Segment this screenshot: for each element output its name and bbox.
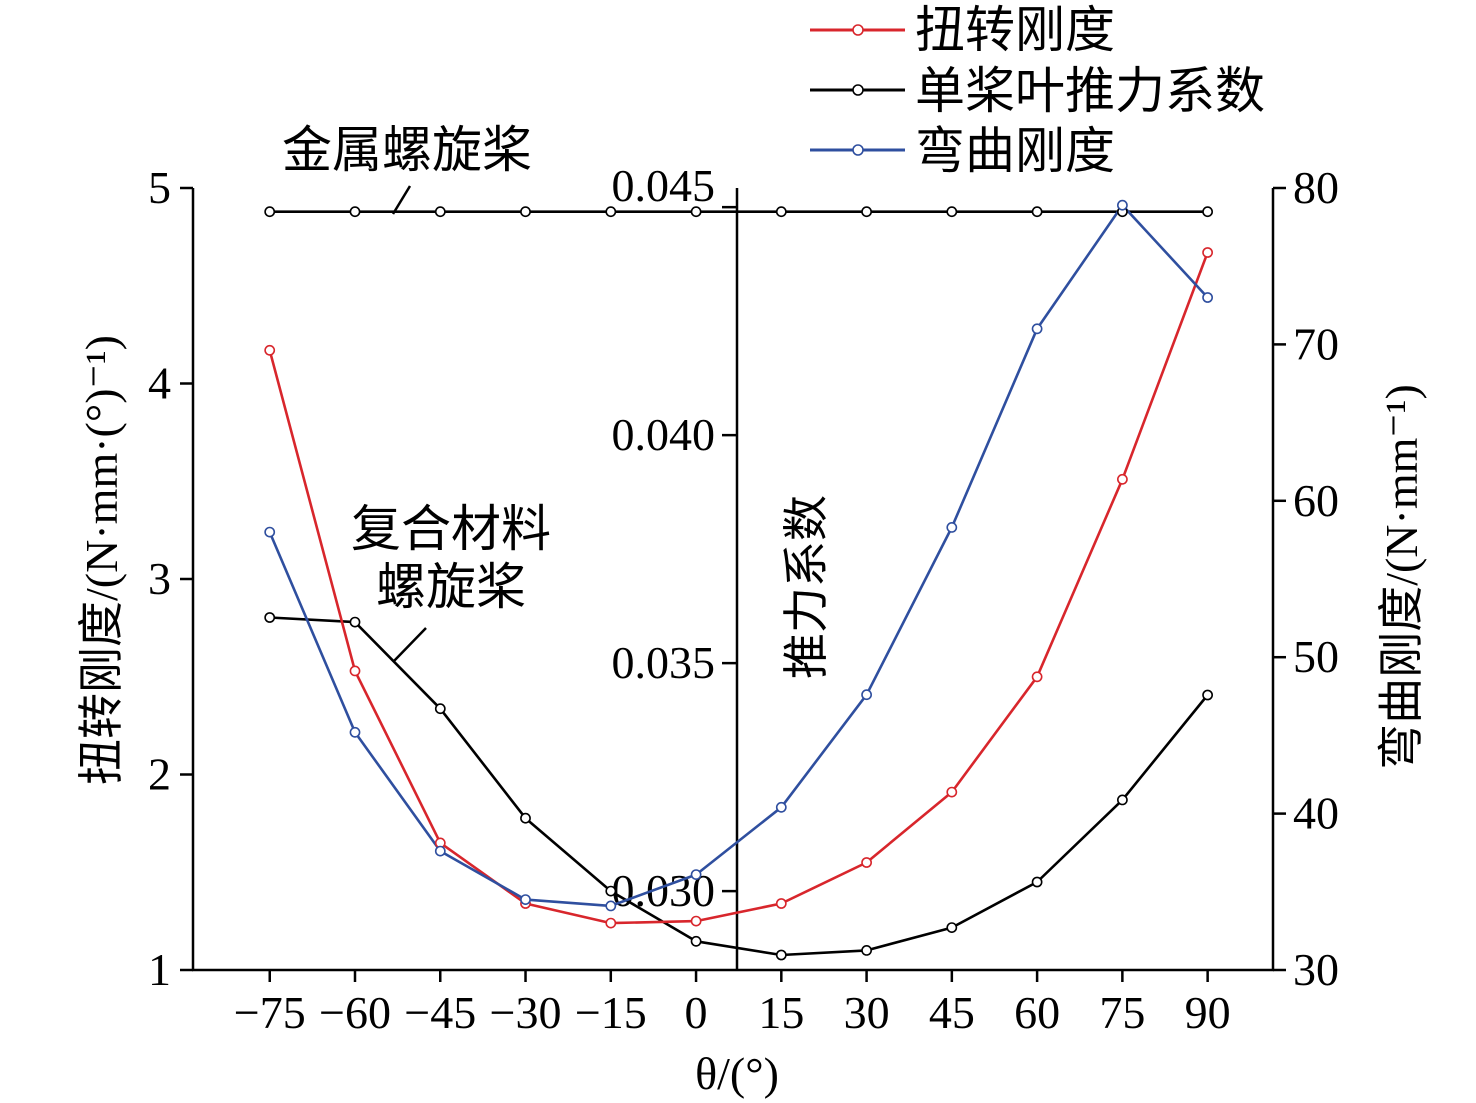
legend-swatch-marker — [852, 144, 864, 156]
x-axis-tick-label: 15 — [758, 987, 804, 1038]
x-axis-tick-label: 75 — [1099, 987, 1145, 1038]
axes: −75 −60 −45 −30 −15 0 15 30 45 60 75 90123453040506… — [148, 160, 1339, 1038]
metal-propeller-label: 金属螺旋桨 — [282, 122, 532, 178]
left-axis-tick-label: 2 — [148, 749, 171, 800]
thrust-coefficient-metal-point — [1202, 206, 1213, 218]
legend-swatch-marker — [852, 24, 864, 36]
thrust-coefficient-composite-point — [434, 703, 446, 715]
bending-stiffness-point — [946, 522, 958, 533]
right-axis-tick-label: 70 — [1293, 318, 1339, 369]
x-axis-tick-label: −45 — [404, 987, 476, 1038]
thrust-coefficient-composite-point — [946, 922, 958, 933]
thrust-coefficient-metal-point — [1031, 206, 1043, 218]
middle-axis-tick-label: 0.035 — [612, 637, 716, 688]
thrust-coefficient-composite-point — [520, 812, 531, 824]
legend-label: 单桨叶推力系数 — [915, 63, 1265, 119]
x-axis-tick-label: 60 — [1014, 987, 1060, 1038]
thrust-coefficient-composite-point — [1031, 876, 1043, 888]
legend-label: 弯曲刚度 — [915, 123, 1115, 179]
x-axis-tick-label: 30 — [844, 987, 890, 1038]
middle-axis-tick-label: 0.040 — [612, 409, 716, 460]
legend-label: 扭转刚度 — [915, 2, 1115, 58]
thrust-coefficient-metal-point — [434, 206, 446, 218]
bending-stiffness-point — [1117, 199, 1128, 211]
left-axis-tick-label: 5 — [148, 162, 171, 213]
thrust-coefficient-metal-point — [946, 206, 958, 218]
right-axis-title: 弯曲刚度/(N·mm⁻¹) — [1376, 384, 1427, 770]
thrust-coefficient-composite-point — [264, 612, 276, 623]
bending-stiffness-point — [1031, 323, 1043, 335]
left-axis-tick-label: 4 — [148, 358, 171, 409]
annotation-composite-propeller: 复合材料 螺旋桨 — [351, 501, 551, 662]
right-axis-tick-label: 30 — [1293, 944, 1339, 995]
torsional-stiffness-point — [349, 665, 361, 677]
bending-stiffness-point — [775, 801, 787, 813]
legend-item-thrust-coefficient: 单桨叶推力系数 — [810, 63, 1265, 119]
bending-stiffness-point — [1202, 292, 1213, 303]
legend-item-bending-stiffness: 弯曲刚度 — [810, 123, 1115, 179]
torsional-stiffness-point — [605, 917, 617, 929]
legend-item-torsional-stiffness: 扭转刚度 — [810, 2, 1115, 58]
legend: 扭转刚度 单桨叶推力系数 弯曲刚度 — [810, 2, 1265, 179]
middle-axis-title: 推力系数 — [781, 495, 832, 679]
thrust-coefficient-composite-point — [605, 885, 617, 897]
plot-series — [264, 199, 1213, 961]
bending-stiffness-point — [861, 689, 872, 701]
thrust-coefficient-metal-point — [775, 206, 787, 218]
left-axis-tick-label: 1 — [148, 944, 171, 995]
right-axis-tick-label: 40 — [1293, 788, 1339, 839]
x-axis-tick-label: −60 — [319, 987, 391, 1038]
bending-stiffness-point — [605, 900, 617, 912]
x-axis-title: θ/(°) — [695, 1048, 779, 1099]
bending-stiffness-point — [264, 526, 276, 538]
thrust-coefficient-metal-point — [520, 206, 531, 218]
thrust-coefficient-metal-point — [690, 206, 702, 218]
torsional-stiffness-point — [1202, 247, 1213, 258]
thrust-coefficient-metal-point — [349, 206, 361, 218]
thrust-coefficient-composite-point — [1117, 794, 1128, 806]
middle-axis-tick-label: 0.045 — [612, 160, 716, 211]
thrust-coefficient-composite-point — [1202, 689, 1213, 701]
x-axis-tick-label: −15 — [575, 987, 647, 1038]
thrust-coefficient-metal-point — [605, 206, 617, 218]
annotation-metal-propeller: 金属螺旋桨 — [282, 122, 532, 215]
torsional-stiffness-point — [1031, 671, 1043, 683]
thrust-coefficient-composite-line — [268, 616, 1209, 957]
torsional-stiffness-point — [264, 344, 276, 356]
bending-stiffness-point — [434, 845, 446, 857]
torsional-stiffness-point — [775, 898, 787, 909]
thrust-coefficient-metal-point — [264, 206, 276, 218]
legend-swatch-marker — [852, 84, 864, 96]
left-axis-title: 扭转刚度/(N·mm·(°)⁻¹) — [76, 335, 127, 785]
x-axis-tick-label: 0 — [685, 987, 708, 1038]
bending-stiffness-point — [349, 726, 361, 738]
bending-stiffness-point — [520, 894, 531, 905]
right-axis-tick-label: 50 — [1293, 631, 1339, 682]
torsional-stiffness-point — [690, 915, 702, 927]
metal-propeller-leader-line — [391, 185, 412, 215]
composite-propeller-label-line1: 复合材料 — [351, 501, 551, 557]
x-axis-tick-label: −30 — [490, 987, 562, 1038]
bending-stiffness-line — [268, 203, 1209, 908]
composite-propeller-label-line2: 螺旋桨 — [376, 559, 526, 615]
bending-stiffness-point — [690, 869, 702, 880]
x-axis-tick-label: 45 — [929, 987, 975, 1038]
x-axis-tick-label: 90 — [1185, 987, 1231, 1038]
right-axis-tick-label: 80 — [1293, 162, 1339, 213]
thrust-coefficient-composite-point — [861, 945, 872, 956]
torsional-stiffness-point — [1117, 473, 1128, 485]
torsional-stiffness-point — [946, 786, 958, 798]
thrust-coefficient-metal-point — [861, 206, 872, 218]
thrust-coefficient-composite-point — [690, 935, 702, 947]
thrust-coefficient-composite-point — [775, 949, 787, 961]
torsional-stiffness-line — [268, 251, 1209, 925]
composite-propeller-leader-line — [393, 627, 427, 662]
thrust-coefficient-composite-point — [349, 616, 361, 628]
x-axis-tick-label: −75 — [234, 987, 306, 1038]
left-axis-tick-label: 3 — [148, 553, 171, 604]
right-axis-tick-label: 60 — [1293, 475, 1339, 526]
torsional-stiffness-point — [861, 857, 872, 868]
